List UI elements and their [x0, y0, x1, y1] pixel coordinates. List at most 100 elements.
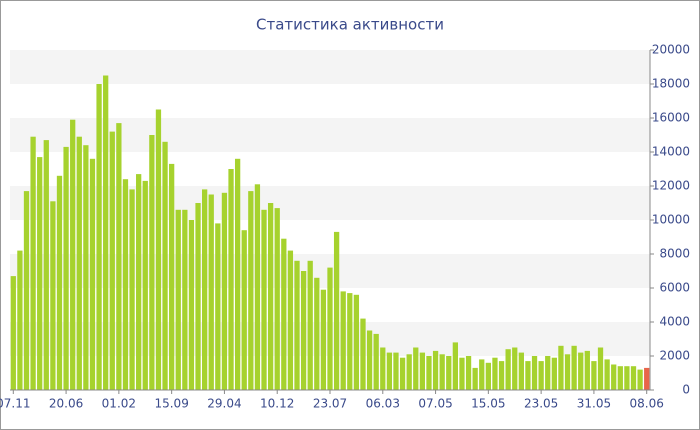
bar	[37, 157, 43, 390]
x-tick-label: 23.05	[524, 397, 558, 411]
y-tick-label: 4000	[659, 315, 690, 329]
bar	[136, 174, 142, 390]
y-tick-label: 14000	[652, 145, 690, 159]
bar	[202, 189, 208, 390]
y-tick-label: 18000	[652, 77, 690, 91]
y-tick-label: 12000	[652, 179, 690, 193]
bar	[63, 146, 69, 390]
bar	[578, 352, 584, 390]
bar	[169, 163, 175, 390]
bar	[545, 356, 551, 390]
bar	[129, 189, 135, 390]
bar	[413, 347, 419, 390]
bar	[531, 356, 538, 390]
bar	[327, 267, 333, 390]
bar	[512, 347, 518, 390]
bar	[109, 131, 115, 390]
x-tick-label: 29.04	[207, 397, 241, 411]
bar	[479, 359, 485, 390]
x-tick-label: 06.03	[366, 397, 400, 411]
x-tick-label: 23.07	[313, 397, 347, 411]
bar	[492, 357, 498, 390]
bar	[630, 366, 637, 390]
bar	[281, 238, 287, 390]
bar	[584, 350, 590, 390]
bar	[122, 179, 129, 390]
bar	[360, 318, 366, 390]
bar	[307, 260, 313, 390]
y-tick-label: 16000	[652, 111, 690, 125]
bar	[558, 345, 564, 390]
bar	[300, 271, 307, 390]
bar	[505, 349, 511, 390]
bar	[498, 361, 505, 390]
bar	[525, 361, 531, 390]
bar	[188, 220, 195, 390]
bar	[274, 208, 280, 390]
bar	[419, 352, 426, 390]
bar	[89, 158, 96, 390]
x-tick-label: 15.05	[471, 397, 505, 411]
bar	[287, 250, 294, 390]
bar	[248, 191, 254, 390]
bar	[50, 201, 56, 390]
bar	[267, 203, 274, 390]
bar	[518, 352, 524, 390]
bar	[215, 223, 221, 390]
bar	[17, 250, 23, 390]
x-tick-label: 07.11	[0, 397, 30, 411]
bar	[23, 191, 30, 390]
bar	[637, 369, 643, 390]
bar	[103, 75, 109, 390]
bar	[116, 123, 122, 390]
bar	[485, 362, 491, 390]
bar	[70, 119, 76, 390]
chart-title: Статистика активности	[256, 16, 444, 34]
bar	[228, 169, 234, 390]
y-tick-label: 20000	[652, 43, 690, 57]
bar	[538, 361, 544, 390]
bar	[10, 276, 16, 390]
bar	[254, 184, 261, 390]
bar	[208, 194, 214, 390]
bar	[571, 345, 577, 390]
bar	[452, 342, 458, 390]
bar	[149, 135, 155, 390]
bar	[162, 141, 168, 390]
bar	[644, 367, 650, 390]
x-tick-label: 01.02	[102, 397, 136, 411]
bar	[380, 347, 386, 390]
x-tick-label: 10.12	[260, 397, 294, 411]
bar	[333, 231, 340, 390]
bar	[83, 145, 89, 390]
x-tick-label: 15.09	[154, 397, 188, 411]
bar	[353, 294, 360, 390]
bar	[597, 347, 604, 390]
bar	[551, 357, 557, 390]
bar	[314, 277, 320, 390]
bar	[393, 352, 399, 390]
bar	[234, 158, 241, 390]
bar	[604, 359, 610, 390]
bar	[373, 333, 379, 390]
bar	[459, 357, 465, 390]
bar	[76, 136, 82, 390]
y-tick-label: 8000	[659, 247, 690, 261]
bar	[56, 175, 63, 390]
bar	[439, 354, 445, 390]
bar	[340, 291, 346, 390]
grid-band	[10, 50, 650, 84]
bar	[617, 366, 623, 390]
bar	[472, 367, 478, 390]
bar	[43, 140, 49, 390]
bar	[564, 354, 571, 390]
bar	[175, 209, 181, 390]
bar	[611, 364, 617, 390]
bar	[294, 260, 300, 390]
x-tick-label: 07.05	[418, 397, 452, 411]
bar	[406, 354, 412, 390]
x-tick-label: 20.06	[49, 397, 83, 411]
bar	[465, 356, 472, 390]
y-tick-label: 10000	[652, 213, 690, 227]
